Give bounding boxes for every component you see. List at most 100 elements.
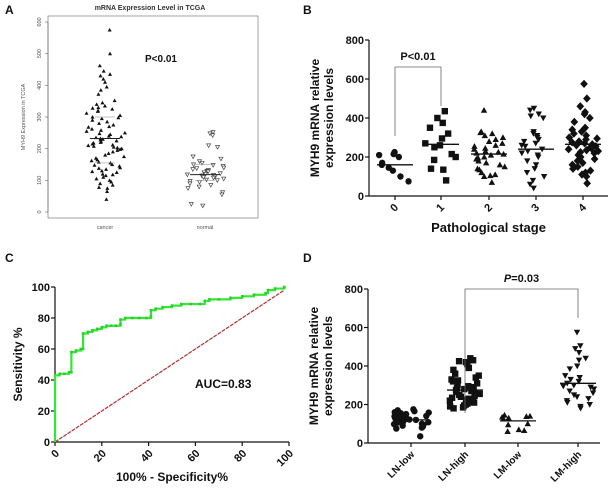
data-point [501, 163, 508, 170]
data-point [199, 160, 205, 166]
data-point [530, 105, 538, 112]
y-tick-label: 40 [38, 375, 50, 387]
data-point [194, 166, 200, 172]
data-point [535, 136, 542, 143]
roc-point [252, 293, 256, 297]
data-point [468, 387, 475, 395]
data-point [461, 385, 468, 393]
data-point [529, 177, 537, 184]
group-2 [470, 107, 508, 185]
data-point [389, 167, 397, 174]
data-point [422, 140, 429, 147]
roc-point [119, 318, 122, 321]
data-point [586, 401, 593, 408]
x-tick-label: cancer [97, 225, 114, 231]
data-point [448, 150, 455, 158]
data-point [98, 140, 103, 144]
x-tick-label: 20 [92, 448, 109, 465]
data-point [587, 384, 594, 391]
data-point [450, 366, 457, 374]
roc-point [203, 299, 207, 303]
panel-label-D: D [303, 251, 312, 265]
data-point [482, 145, 489, 151]
data-point [570, 117, 579, 127]
roc-point [58, 372, 61, 376]
roc-point [91, 329, 94, 332]
data-point [590, 154, 599, 164]
data-point [423, 412, 430, 420]
roc-point [137, 316, 141, 320]
data-point [101, 175, 106, 179]
data-point [583, 179, 591, 188]
roc-point [81, 332, 85, 335]
data-point [452, 153, 459, 161]
data-point [187, 181, 193, 187]
data-point [524, 158, 531, 165]
data-point [575, 357, 583, 364]
data-point [431, 144, 438, 151]
data-point [480, 107, 488, 113]
roc-point [70, 370, 73, 374]
data-point [585, 396, 592, 402]
group-0 [375, 148, 413, 185]
group-LM-high [560, 329, 598, 412]
roc-point [95, 327, 99, 331]
data-point [221, 176, 227, 182]
y-tick-label: 100 [37, 176, 43, 185]
data-point [590, 148, 599, 158]
data-point [109, 179, 114, 184]
x-tick-label: 0 [388, 202, 401, 215]
panel-a: mRNA Expression Level in TCGA 0 100 200 300 4… [21, 5, 259, 231]
y-tick-label: 0 [357, 438, 363, 450]
data-point [481, 153, 488, 160]
data-point [462, 396, 470, 403]
roc-point [266, 288, 270, 292]
data-point [530, 131, 537, 137]
y-axis-label: MYH9 Expression in TCGA [21, 83, 27, 150]
group-normal [184, 130, 227, 209]
y-tick-label: 400 [37, 81, 43, 90]
data-point [108, 72, 113, 76]
data-point [98, 88, 103, 92]
data-point [96, 92, 101, 96]
data-point [397, 173, 404, 180]
x-tick-label: LM-low [492, 449, 524, 481]
panel-b: 0 200 400 600 800 MYH9 mRNA relativeexpressio… [308, 35, 608, 235]
roc-point [130, 316, 134, 320]
data-point [375, 151, 383, 159]
reference-line [54, 289, 285, 443]
data-point [84, 111, 89, 115]
data-point [582, 146, 591, 155]
data-point [99, 116, 104, 121]
data-point [535, 111, 543, 118]
data-point [581, 123, 589, 132]
data-point [430, 156, 438, 164]
data-point [566, 388, 573, 395]
data-point [118, 113, 123, 118]
data-point [472, 374, 479, 381]
data-point [470, 146, 478, 152]
y-axis-label: Sensitivity % [11, 327, 25, 401]
x-tick-label: normal [197, 225, 214, 231]
data-point [470, 399, 478, 406]
data-point [577, 343, 584, 349]
data-point [566, 366, 574, 373]
data-point [470, 383, 477, 391]
y-tick-label: 600 [345, 323, 363, 335]
data-point [86, 125, 91, 129]
data-point [84, 129, 89, 133]
data-point [196, 179, 203, 185]
roc-point [86, 330, 90, 334]
data-point [99, 168, 104, 173]
data-point [90, 106, 95, 110]
data-point [200, 203, 206, 209]
data-point [104, 84, 109, 89]
bracket-line [394, 66, 442, 136]
data-point [97, 121, 102, 125]
data-point [90, 118, 95, 122]
roc-point [100, 326, 104, 329]
data-point [567, 376, 574, 383]
panel-d: 0 200 400 600 800 MYH9 mRNA relativeexpressio… [307, 273, 600, 485]
data-point [112, 98, 117, 103]
data-point [190, 154, 196, 160]
